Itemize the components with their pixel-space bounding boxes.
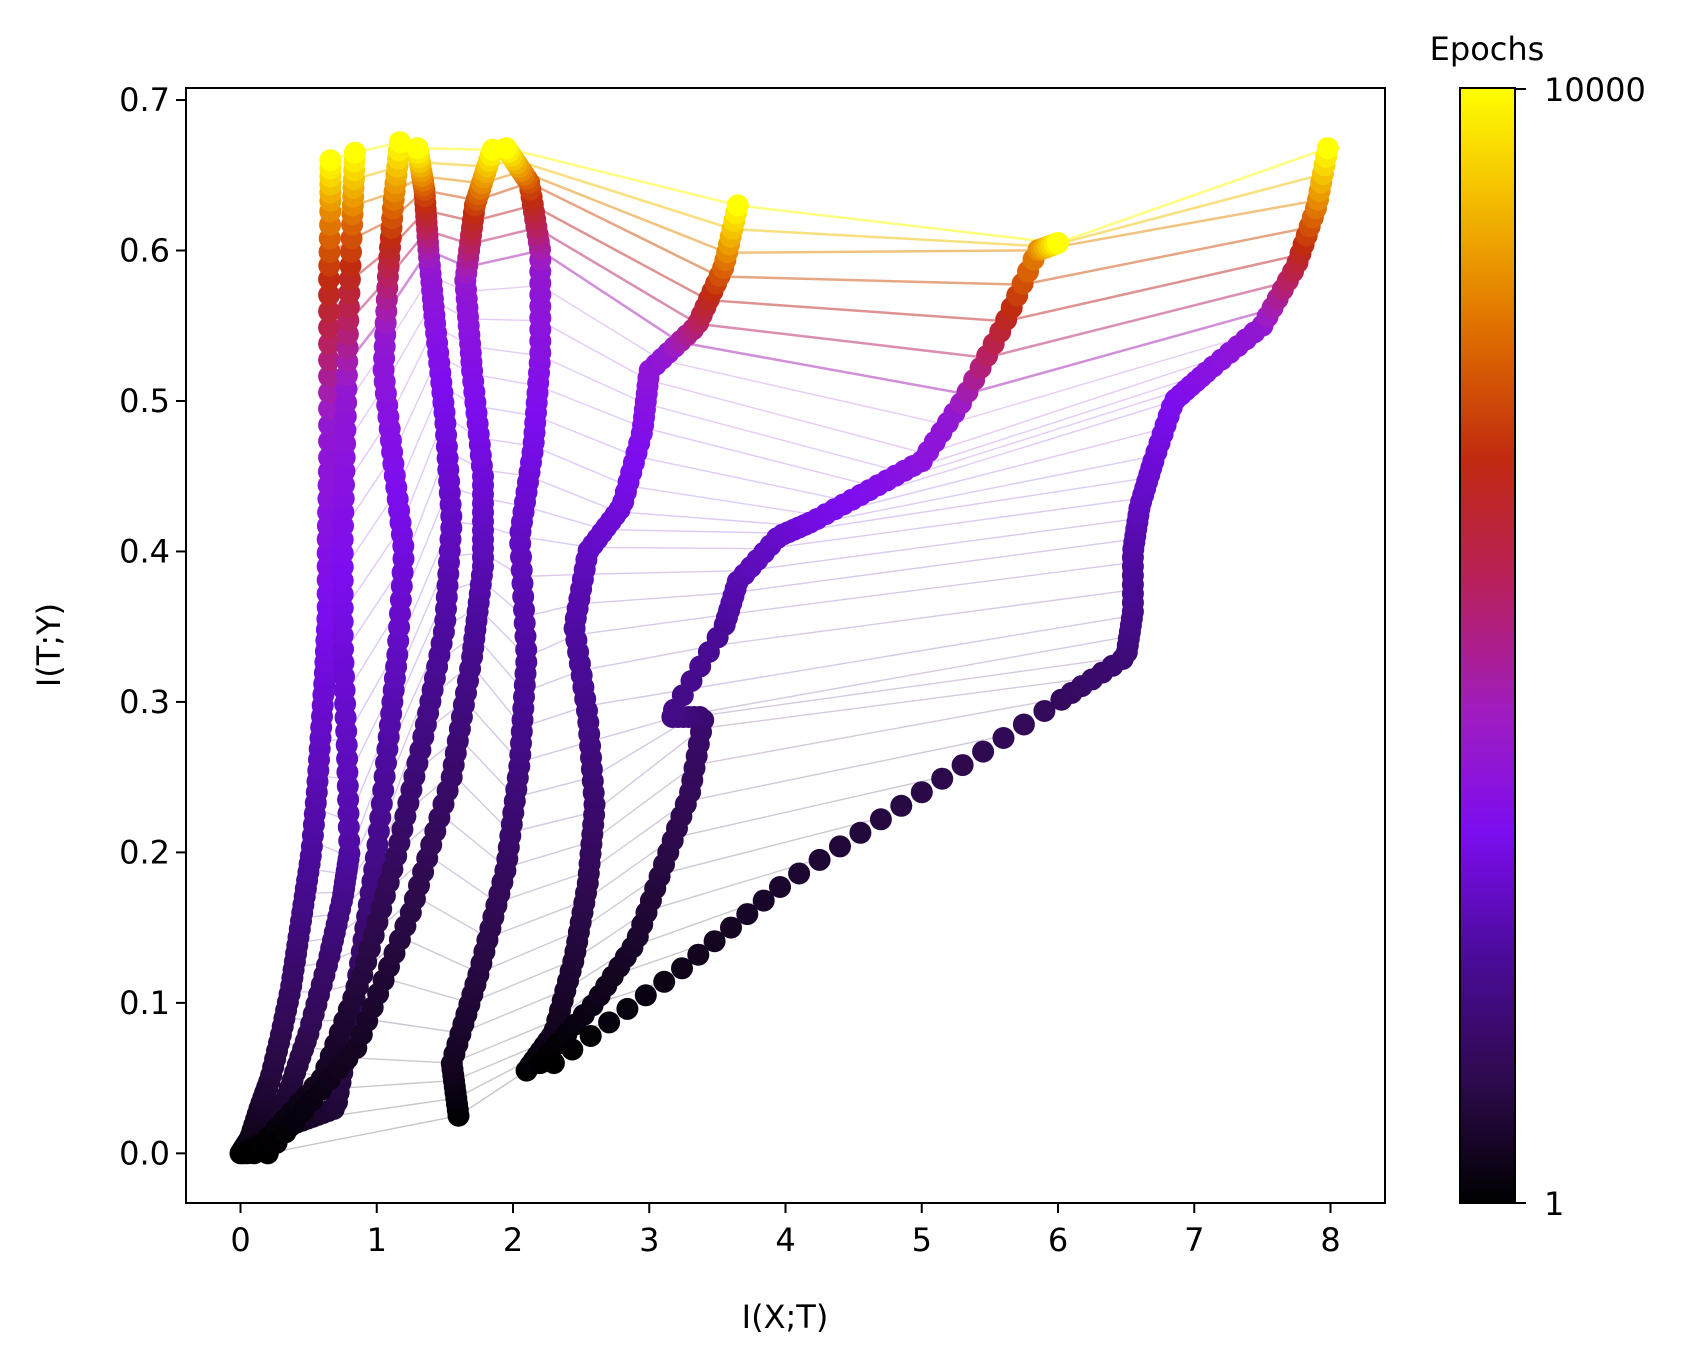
layer-trajectory	[229, 149, 342, 1165]
trajectory-point	[1012, 713, 1035, 736]
trajectory-point	[910, 781, 933, 804]
layer-trajectory	[256, 138, 504, 1165]
y-tick-label: 0.5	[119, 382, 170, 420]
x-tick-label: 7	[1184, 1221, 1204, 1259]
trajectory-point	[931, 767, 954, 790]
trajectory-point	[495, 137, 518, 160]
trajectory-point	[671, 957, 693, 980]
colorbar-min-label: 1	[1544, 1185, 1564, 1223]
trajectory-point	[992, 727, 1015, 749]
trajectory-point	[653, 970, 676, 993]
trajectory-point	[869, 808, 892, 831]
trajectory-point	[318, 332, 341, 355]
trajectory-point	[318, 397, 341, 420]
y-tick-label: 0.0	[119, 1134, 170, 1172]
x-tick-label: 2	[503, 1221, 523, 1259]
trajectory-point	[1047, 232, 1069, 254]
trajectory-point	[318, 349, 341, 372]
x-tick-label: 5	[912, 1221, 932, 1259]
layer-trajectory	[515, 194, 749, 1082]
trajectory-point	[736, 903, 759, 926]
y-tick-label: 0.2	[119, 833, 170, 871]
trajectory-point	[318, 316, 341, 339]
x-tick-label: 1	[367, 1221, 387, 1259]
trajectory-point	[726, 194, 749, 217]
layer-trajectory	[529, 232, 1069, 1075]
trajectory-point	[561, 1038, 584, 1061]
y-axis-label: I(T;Y)	[30, 603, 68, 687]
trajectory-point	[318, 446, 341, 469]
trajectory-point	[388, 131, 411, 154]
y-tick-label: 0.7	[119, 81, 170, 119]
trajectory-point	[849, 821, 872, 844]
trajectory-point	[343, 141, 366, 164]
x-tick-label: 4	[775, 1221, 795, 1259]
y-axis-ticks: 0.0 0.1 0.2 0.3 0.4 0.5 0.6 0.7	[119, 81, 186, 1172]
colorbar-title: Epochs	[1430, 30, 1545, 68]
trajectory-point	[808, 848, 831, 871]
x-tick-label: 0	[230, 1221, 250, 1259]
layer-trajectory	[243, 137, 463, 1165]
trajectory-points	[229, 131, 1339, 1165]
trajectory-point	[318, 381, 341, 404]
x-axis-label: I(X;T)	[742, 1298, 829, 1336]
x-axis-ticks: 0 1 2 3 4 5 6 7 8	[230, 1203, 1341, 1259]
trajectory-point	[788, 862, 811, 885]
trajectory-point	[1316, 137, 1339, 160]
layer-trajectory	[440, 137, 552, 1127]
trajectory-point	[319, 149, 342, 172]
trajectory-point	[634, 984, 657, 1007]
trajectory-point	[687, 943, 710, 966]
trajectory-point	[829, 835, 851, 858]
trajectory-point	[542, 1052, 565, 1075]
trajectory-point	[972, 740, 995, 763]
trajectory-point	[616, 997, 639, 1020]
trajectory-point	[752, 889, 775, 912]
y-tick-label: 0.3	[119, 683, 170, 721]
trajectory-point	[951, 754, 974, 777]
trajectory-point	[318, 284, 341, 306]
layer-trajectory	[542, 137, 1339, 1075]
trajectory-point	[1033, 700, 1056, 722]
trajectory-point	[720, 916, 742, 939]
y-tick-label: 0.1	[119, 984, 170, 1022]
y-tick-label: 0.4	[119, 532, 170, 570]
x-tick-label: 3	[639, 1221, 659, 1259]
trajectory-point	[579, 1025, 602, 1047]
colorbar-max-label: 10000	[1544, 71, 1646, 109]
trajectory-point	[703, 930, 726, 953]
x-tick-label: 6	[1048, 1221, 1068, 1259]
colorbar	[1459, 87, 1516, 1204]
trajectory-point	[769, 876, 791, 898]
trajectory-point	[318, 300, 341, 323]
trajectory-point	[890, 794, 913, 817]
x-tick-label: 8	[1320, 1221, 1340, 1259]
trajectory-point	[406, 137, 429, 160]
y-tick-label: 0.6	[119, 232, 170, 270]
trajectory-point	[598, 1011, 621, 1034]
trajectory-point	[318, 365, 341, 388]
